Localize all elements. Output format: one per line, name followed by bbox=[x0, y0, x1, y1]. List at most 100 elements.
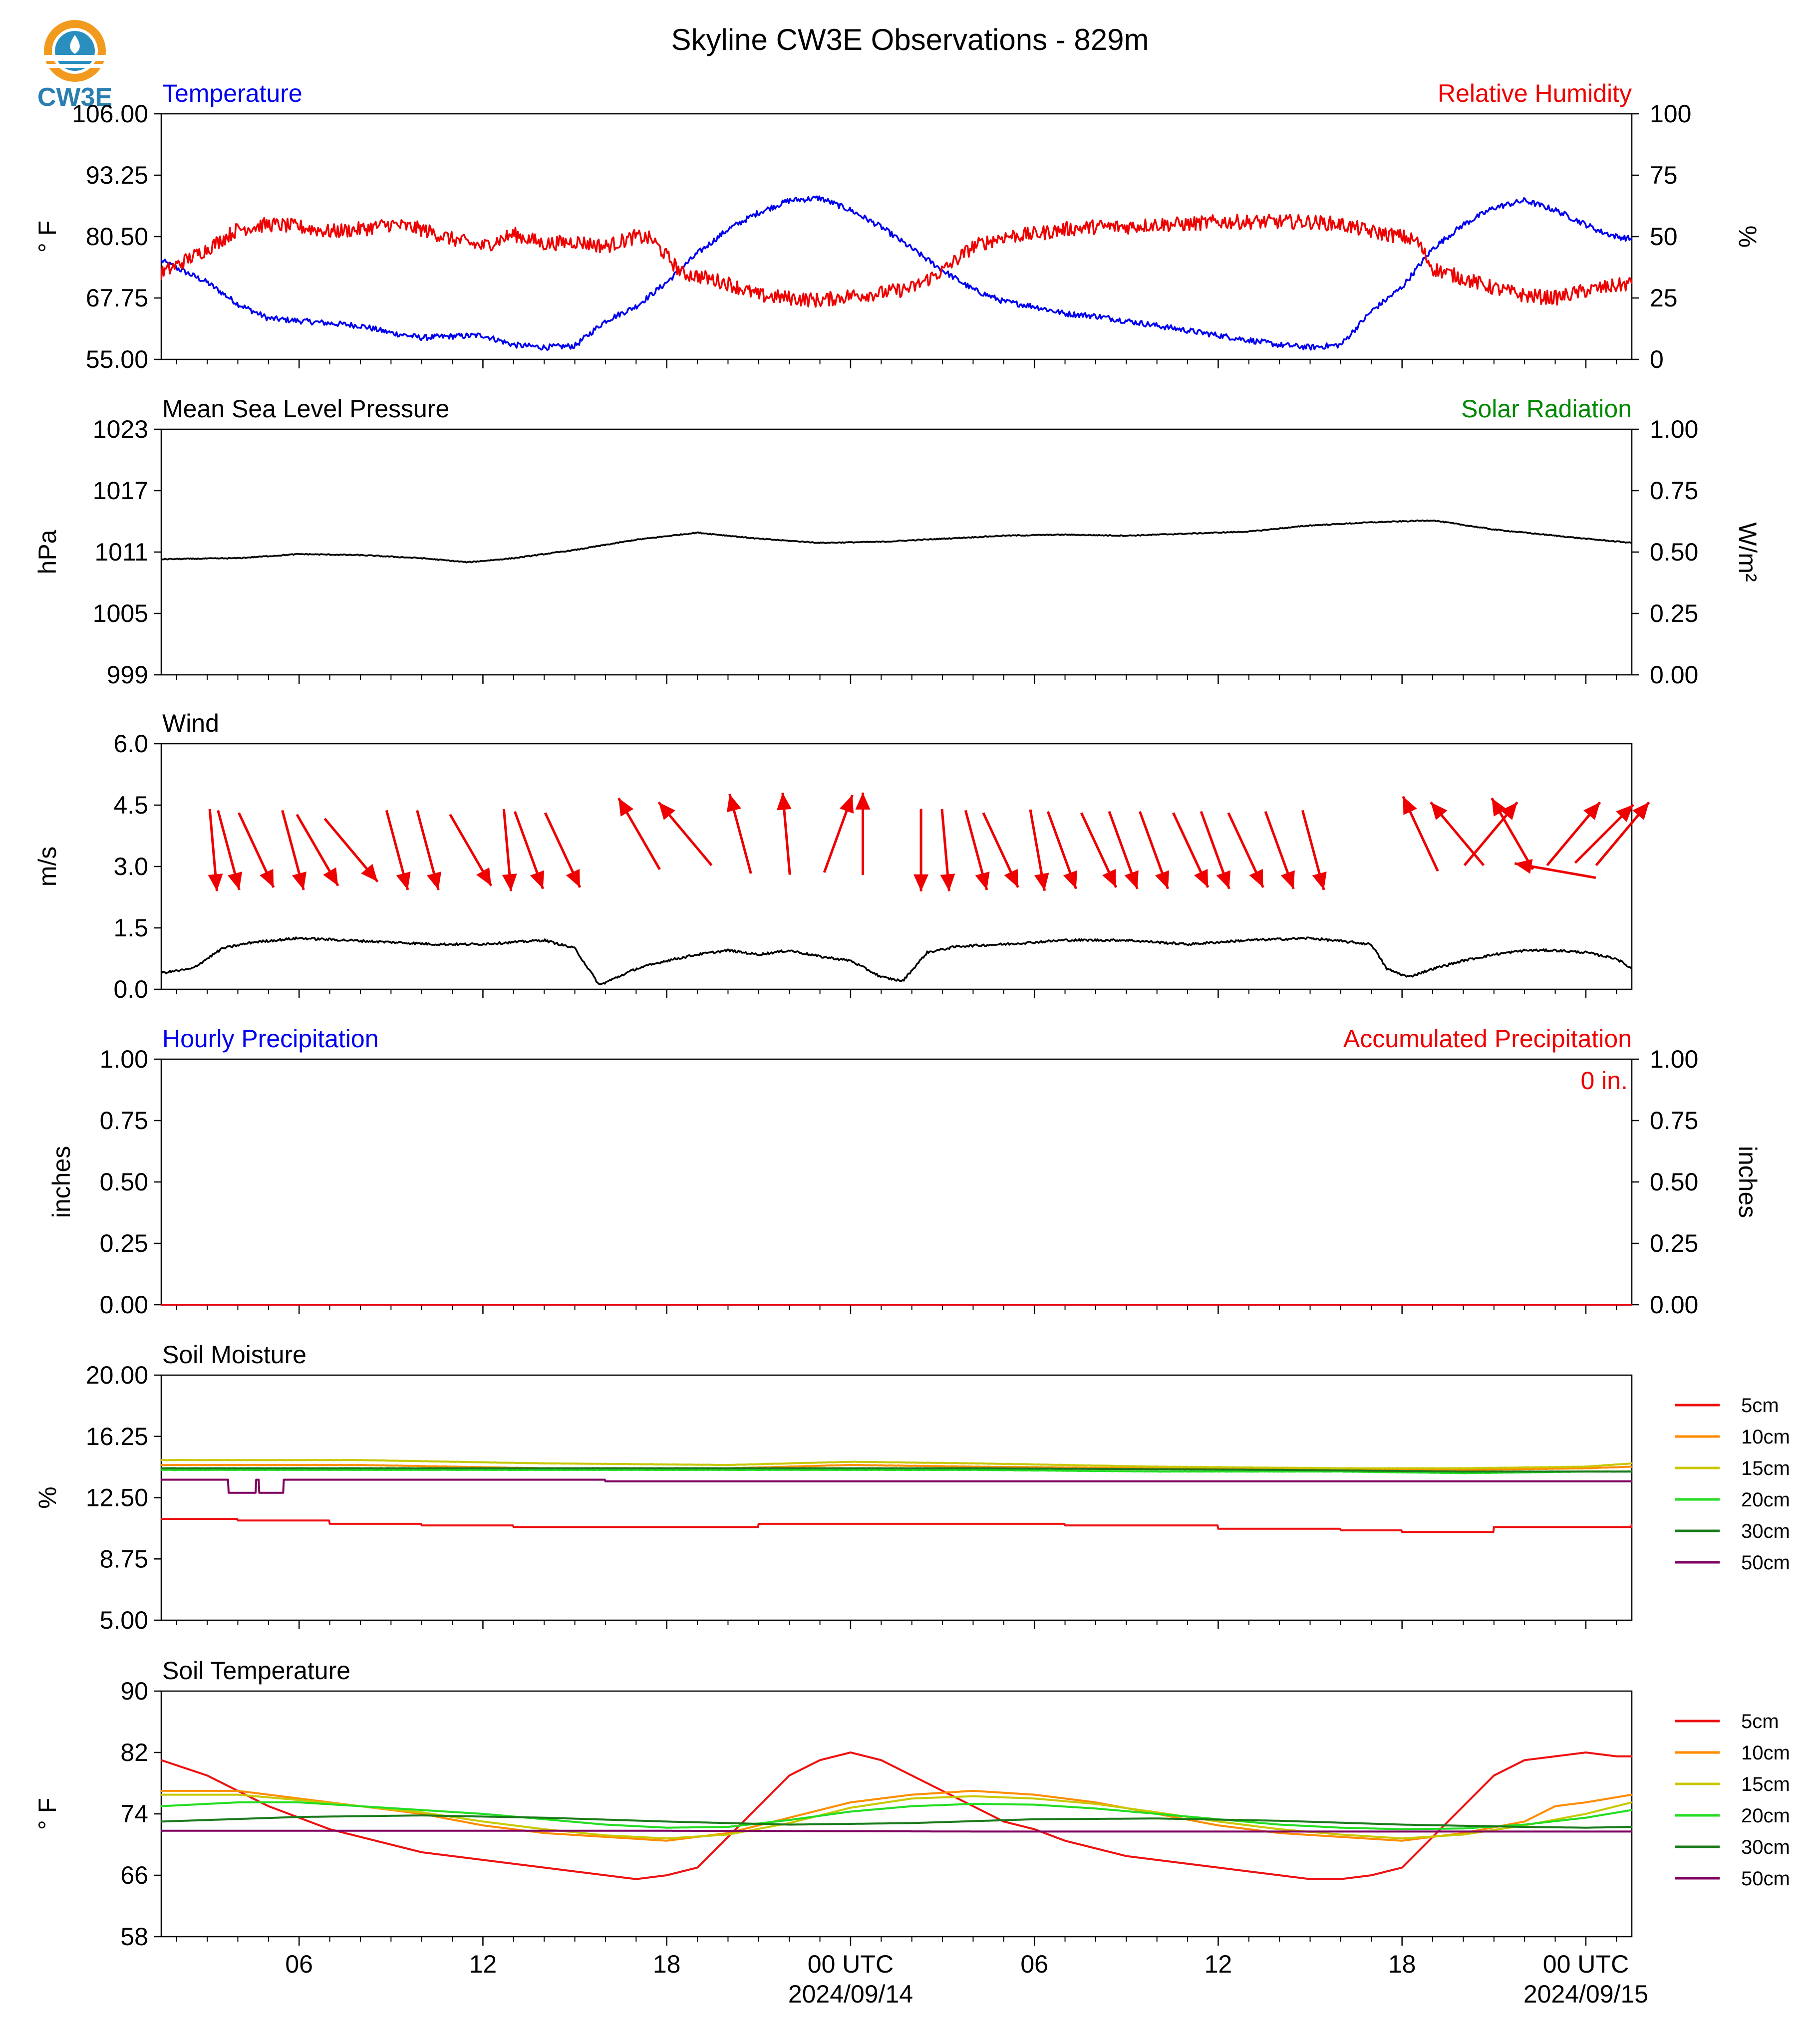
y2-tick-label: 0.75 bbox=[1650, 477, 1698, 505]
series-30cm bbox=[161, 1814, 1632, 1829]
y2-tick-label: 0.75 bbox=[1650, 1107, 1698, 1135]
y2-tick-label: 1.00 bbox=[1650, 415, 1698, 443]
y2-tick-label: 0.25 bbox=[1650, 599, 1698, 627]
panel-precip: 0.00 0.25 0.50 0.75 1.00 0.00 0.25 0.50 0.75 1.00… bbox=[47, 1025, 1762, 1319]
series-5cm bbox=[161, 1751, 1632, 1880]
series-temperature bbox=[161, 195, 1632, 351]
panel-frame bbox=[160, 428, 1633, 676]
cw3e-logo-graphic: CW3E bbox=[37, 20, 112, 112]
wind-arrow-head bbox=[1431, 802, 1448, 820]
x-tick-label: 12 bbox=[1205, 1950, 1232, 1978]
wind-arrow-head bbox=[530, 870, 545, 889]
y-axis-label: inches bbox=[47, 1146, 75, 1218]
series-mean-sea-level-pressure bbox=[161, 519, 1632, 564]
y2-axis-label: % bbox=[1734, 226, 1762, 248]
series-30cm bbox=[161, 1467, 1632, 1473]
y-tick-label: 93.25 bbox=[86, 161, 148, 189]
x-tick-label: 00 UTC bbox=[808, 1950, 894, 1978]
series-15cm bbox=[161, 1793, 1632, 1840]
panel-title-left: Hourly Precipitation bbox=[162, 1025, 379, 1053]
y2-tick-label: 50 bbox=[1650, 223, 1678, 251]
wind-arrow-head bbox=[618, 798, 634, 817]
y-axis-label: % bbox=[33, 1486, 61, 1508]
series-group bbox=[161, 1751, 1632, 1880]
panel-title-left: Temperature bbox=[162, 79, 303, 107]
y-tick-label: 74 bbox=[120, 1800, 148, 1828]
y-axis-label: hPa bbox=[33, 530, 61, 574]
legend-soil-temperature: 5cm 10cm 15cm 20cm 30cm 50cm bbox=[1675, 1711, 1790, 1890]
series-group bbox=[161, 1458, 1632, 1533]
x-tick-date: 2024/09/14 bbox=[788, 1980, 913, 2008]
x-tick-label: 18 bbox=[653, 1950, 681, 1978]
x-tick-label: 12 bbox=[469, 1950, 497, 1978]
panel-frame bbox=[160, 1058, 1633, 1306]
y-tick-label: 8.75 bbox=[100, 1545, 148, 1573]
wind-arrow-head bbox=[1492, 798, 1507, 817]
y2-tick-label: 25 bbox=[1650, 284, 1678, 312]
wind-arrow-head bbox=[1124, 870, 1139, 889]
series-group bbox=[161, 195, 1632, 351]
y2-axis-label: W/m² bbox=[1734, 522, 1762, 581]
wind-arrow-head bbox=[726, 794, 741, 813]
wind-arrow-head bbox=[1216, 870, 1230, 889]
wind-arrow-head bbox=[208, 873, 223, 891]
y2-tick-label: 0.25 bbox=[1650, 1229, 1698, 1257]
y-tick-label: 67.75 bbox=[86, 284, 148, 312]
x-tick-label: 18 bbox=[1388, 1950, 1416, 1978]
series-group bbox=[161, 519, 1632, 564]
y-tick-label: 90 bbox=[120, 1677, 148, 1705]
panel-soil-temperature: 58 66 74 82 90 Soil Temperature ° F bbox=[33, 1657, 1633, 1951]
series-50cm bbox=[161, 1829, 1632, 1833]
panel-title-left: Mean Sea Level Pressure bbox=[162, 395, 449, 423]
panel-frame bbox=[160, 1690, 1633, 1938]
legend-soil-moisture: 5cm 10cm 15cm 20cm 30cm 50cm bbox=[1675, 1395, 1790, 1574]
y-tick-label: 4.5 bbox=[113, 791, 148, 819]
legend-label: 15cm bbox=[1741, 1457, 1790, 1479]
legend-label: 30cm bbox=[1741, 1520, 1790, 1542]
x-tick-date: 2024/09/15 bbox=[1523, 1980, 1648, 2008]
panel-temperature: 55.00 67.75 80.50 93.25 106.00 0 25 50 75 100 Temp… bbox=[33, 79, 1762, 373]
y-tick-label: 12.50 bbox=[86, 1484, 148, 1512]
legend-label: 10cm bbox=[1741, 1426, 1790, 1448]
legend-label: 10cm bbox=[1741, 1742, 1790, 1764]
wind-arrow-head bbox=[839, 795, 854, 814]
y-axis-label: ° F bbox=[33, 221, 61, 253]
y2-tick-label: 0.00 bbox=[1650, 1291, 1698, 1319]
y-tick-label: 0.75 bbox=[100, 1107, 148, 1135]
panels-group: 55.00 67.75 80.50 93.25 106.00 0 25 50 75 100 Temp… bbox=[33, 79, 1762, 1951]
panel-title-right: Solar Radiation bbox=[1461, 395, 1632, 423]
panel-title-left: Soil Temperature bbox=[162, 1657, 350, 1685]
wind-arrow-head bbox=[292, 871, 306, 890]
y-tick-label: 0.0 bbox=[113, 975, 148, 1003]
panel-frame bbox=[160, 1374, 1633, 1621]
panel-frame bbox=[160, 743, 1633, 990]
panel-title-right: Relative Humidity bbox=[1438, 79, 1632, 107]
wind-arrow-head bbox=[1403, 796, 1417, 815]
series-15cm bbox=[161, 1458, 1632, 1469]
y2-axis-label: inches bbox=[1734, 1146, 1762, 1218]
y2-tick-label: 0.50 bbox=[1650, 1168, 1698, 1196]
legend-label: 20cm bbox=[1741, 1805, 1790, 1827]
wind-arrow-head bbox=[1583, 802, 1600, 820]
y2-tick-label: 75 bbox=[1650, 161, 1678, 189]
y-tick-label: 55.00 bbox=[86, 345, 148, 373]
y-tick-label: 1005 bbox=[93, 599, 148, 627]
legend-label: 30cm bbox=[1741, 1836, 1790, 1858]
legend-label: 5cm bbox=[1741, 1711, 1779, 1733]
y-tick-label: 0.00 bbox=[100, 1291, 148, 1319]
wind-arrow-head bbox=[1155, 870, 1170, 889]
y2-tick-label: 100 bbox=[1650, 100, 1691, 128]
y-tick-label: 1.5 bbox=[113, 914, 148, 942]
legend-label: 50cm bbox=[1741, 1552, 1790, 1574]
wind-arrow-head bbox=[260, 869, 274, 887]
wind-arrow-head bbox=[323, 867, 338, 886]
wind-arrow-head bbox=[975, 871, 990, 890]
wind-arrow-head bbox=[1280, 870, 1295, 889]
y-tick-label: 1017 bbox=[93, 477, 148, 505]
y2-tick-label: 0 bbox=[1650, 345, 1664, 373]
y-tick-label: 3.0 bbox=[113, 853, 148, 880]
y-tick-label: 6.0 bbox=[113, 730, 148, 758]
wind-arrow-head bbox=[1194, 869, 1209, 887]
wind-vectors bbox=[208, 792, 1650, 891]
